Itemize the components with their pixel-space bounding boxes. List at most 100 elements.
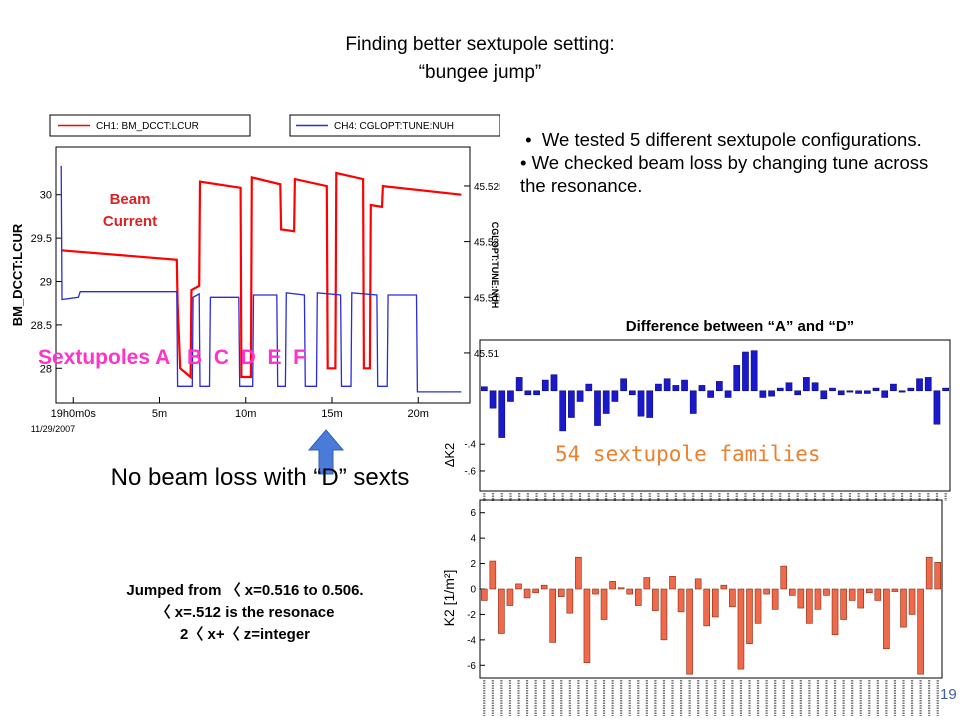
y-right-tick-label: 45.515 bbox=[474, 293, 500, 304]
bar bbox=[788, 588, 796, 596]
bar bbox=[515, 583, 522, 590]
bar bbox=[677, 588, 685, 613]
y-left-tick-label: 29 bbox=[40, 277, 52, 289]
bar bbox=[637, 390, 645, 417]
bar bbox=[848, 588, 856, 601]
bar bbox=[600, 588, 608, 620]
bar bbox=[720, 584, 728, 590]
bar bbox=[698, 385, 706, 392]
bar bbox=[489, 390, 497, 409]
x-tick-label: 5m bbox=[152, 408, 167, 420]
bar bbox=[823, 588, 830, 596]
bar bbox=[806, 588, 813, 624]
y-tick-label: -4 bbox=[467, 635, 476, 646]
bar bbox=[481, 386, 488, 392]
bullet-text: We checked beam loss by changing tune ac… bbox=[520, 152, 929, 196]
date-label: 11/29/2007 bbox=[31, 424, 75, 434]
bar bbox=[540, 584, 548, 590]
bar bbox=[602, 390, 610, 414]
bar bbox=[634, 588, 642, 606]
bar bbox=[750, 350, 758, 392]
bar bbox=[559, 390, 567, 432]
jump-line: 〈 x=.512 is the resonace bbox=[155, 604, 335, 621]
bar bbox=[771, 588, 779, 610]
bar bbox=[924, 377, 932, 392]
title-line-2: “bungee jump” bbox=[418, 62, 542, 83]
bar bbox=[681, 379, 688, 392]
bar bbox=[583, 588, 591, 664]
y-right-tick-label: 45.51 bbox=[474, 349, 499, 360]
bar bbox=[694, 578, 702, 590]
y-tick-label: -6 bbox=[467, 661, 476, 672]
bar bbox=[609, 581, 616, 590]
bar bbox=[533, 390, 540, 396]
x-tick-label: 19h0m0s bbox=[51, 408, 97, 420]
bar bbox=[794, 390, 802, 396]
bar bbox=[881, 390, 889, 398]
bar bbox=[890, 383, 897, 392]
bar bbox=[759, 390, 767, 398]
page-number: 19 bbox=[940, 686, 957, 703]
legend-box-ch1 bbox=[49, 114, 251, 137]
bar bbox=[663, 378, 671, 392]
y-tick-label: 4 bbox=[470, 534, 476, 545]
bar bbox=[646, 390, 654, 418]
bar bbox=[863, 390, 871, 394]
y-label: ΔK2 bbox=[442, 443, 457, 468]
y-left-tick-label: 29.5 bbox=[31, 233, 52, 245]
legend-label-ch4: CH4: CGLOPT:TUNE:NUH bbox=[334, 121, 454, 132]
y-tick-label: 6 bbox=[470, 508, 476, 519]
bar bbox=[566, 588, 574, 614]
bar bbox=[585, 383, 593, 392]
plot-frame bbox=[55, 146, 471, 404]
bar bbox=[811, 382, 819, 392]
bar bbox=[737, 588, 745, 670]
bar bbox=[891, 588, 899, 592]
bar bbox=[689, 390, 697, 414]
bar bbox=[763, 588, 770, 595]
bar bbox=[900, 588, 907, 628]
bar bbox=[480, 588, 488, 601]
y-left-tick-label: 28.5 bbox=[31, 320, 52, 332]
jump-notes: Jumped from 〈 x=0.516 to 0.506. 〈 x=.512… bbox=[60, 580, 430, 646]
sextupoles-label: Sextupoles A B C D E F bbox=[38, 346, 306, 369]
y-label: K2 [1/m²] bbox=[441, 570, 457, 627]
bar bbox=[840, 588, 847, 620]
bar bbox=[865, 588, 873, 594]
bar bbox=[831, 588, 839, 636]
series-line bbox=[60, 165, 462, 393]
bar bbox=[724, 390, 732, 398]
bar bbox=[797, 588, 805, 609]
x-tick-label: 10m bbox=[235, 408, 256, 420]
bar bbox=[498, 390, 506, 438]
jump-line: 2〈 x+〈 z=integer bbox=[179, 626, 311, 643]
bar bbox=[523, 588, 531, 599]
k2-chart: 6 4 2 0 -2 -4 -6 K2 [1/m²] bbox=[441, 499, 943, 716]
y-left-label: BM_DCCT:LCUR bbox=[10, 223, 25, 326]
legend-label-ch1: CH1: BM_DCCT:LCUR bbox=[96, 121, 199, 132]
bar bbox=[780, 565, 788, 590]
bar bbox=[532, 588, 539, 594]
bar bbox=[898, 390, 906, 393]
bar bbox=[776, 387, 784, 392]
bar bbox=[652, 588, 659, 611]
bar bbox=[557, 588, 565, 597]
bar bbox=[917, 588, 924, 675]
plot-frame bbox=[479, 339, 951, 492]
bullet-item: • We checked beam loss by changing tune … bbox=[520, 152, 929, 196]
bar bbox=[617, 587, 625, 590]
bar bbox=[729, 588, 736, 608]
bar bbox=[611, 390, 619, 402]
y-tick-label: -.4 bbox=[464, 440, 476, 451]
beam-current-chart: CH1: BM_DCCT:LCUR CH4: CGLOPT:TUNE:NUH 30 2… bbox=[10, 114, 500, 434]
bar bbox=[874, 588, 882, 601]
bar bbox=[506, 588, 514, 606]
bar bbox=[498, 588, 505, 634]
bar bbox=[754, 588, 762, 624]
bar bbox=[820, 390, 828, 400]
beam-current-annotation-line: Current bbox=[103, 213, 157, 230]
bar bbox=[626, 588, 634, 595]
bar bbox=[707, 390, 714, 398]
bar bbox=[837, 390, 845, 396]
bar bbox=[672, 385, 680, 392]
